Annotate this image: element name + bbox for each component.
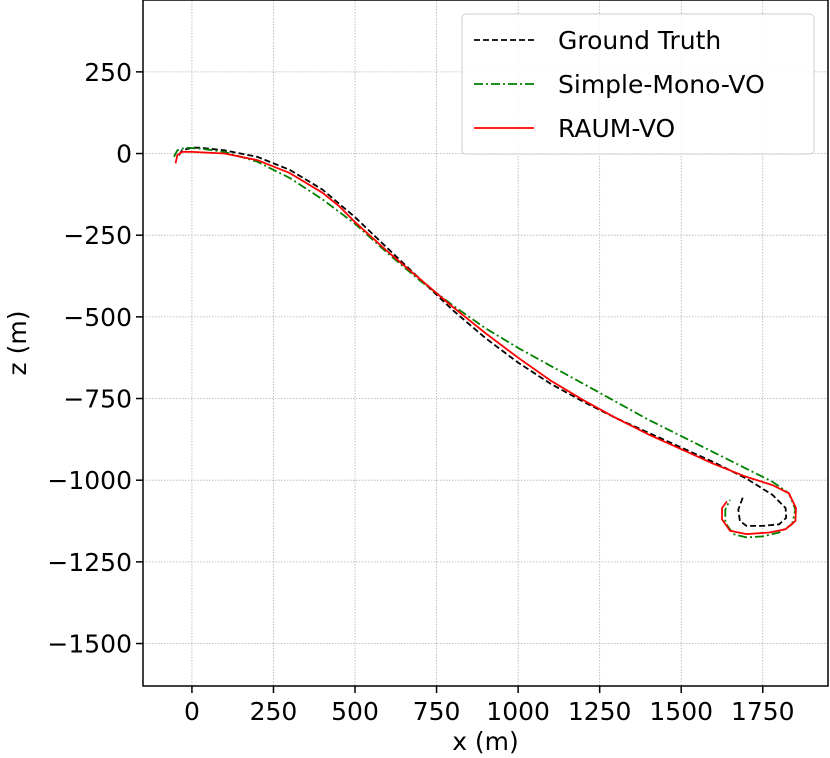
series-line-1 bbox=[173, 146, 797, 539]
x-tick-label: 250 bbox=[250, 697, 298, 726]
plot-frame bbox=[142, 0, 829, 687]
grid bbox=[143, 0, 828, 686]
legend: Ground Truth Simple-Mono-VO RAUM-VO bbox=[461, 13, 815, 155]
x-tick-label: 750 bbox=[413, 697, 461, 726]
x-tick-label: 1000 bbox=[486, 697, 550, 726]
axis-ticks: 0 250 500 750 1000 1250 1500 1750 250 0 −250 −500 −7… bbox=[47, 58, 794, 726]
x-axis-label: x (m) bbox=[452, 727, 519, 756]
y-tick-label: −1500 bbox=[47, 630, 132, 659]
y-axis-label: z (m) bbox=[3, 311, 32, 376]
y-tick-label: −1250 bbox=[47, 548, 132, 577]
x-tick-label: 500 bbox=[331, 697, 379, 726]
series-lines bbox=[173, 146, 797, 539]
x-tick-label: 1500 bbox=[649, 697, 713, 726]
y-tick-label: −250 bbox=[63, 221, 132, 250]
x-tick-label: 1750 bbox=[731, 697, 795, 726]
legend-label-0: Ground Truth bbox=[558, 26, 721, 55]
y-tick-label: 250 bbox=[84, 58, 132, 87]
y-tick-label: −750 bbox=[63, 385, 132, 414]
x-tick-label: 1250 bbox=[568, 697, 632, 726]
series-line-0 bbox=[178, 146, 788, 527]
y-tick-label: −500 bbox=[63, 303, 132, 332]
legend-label-1: Simple-Mono-VO bbox=[558, 70, 765, 99]
legend-label-2: RAUM-VO bbox=[558, 114, 675, 143]
legend-box bbox=[461, 13, 815, 155]
y-tick-label: −1000 bbox=[47, 466, 132, 495]
y-tick-label: 0 bbox=[116, 140, 132, 169]
x-tick-label: 0 bbox=[184, 697, 200, 726]
series-line-2 bbox=[174, 151, 797, 535]
